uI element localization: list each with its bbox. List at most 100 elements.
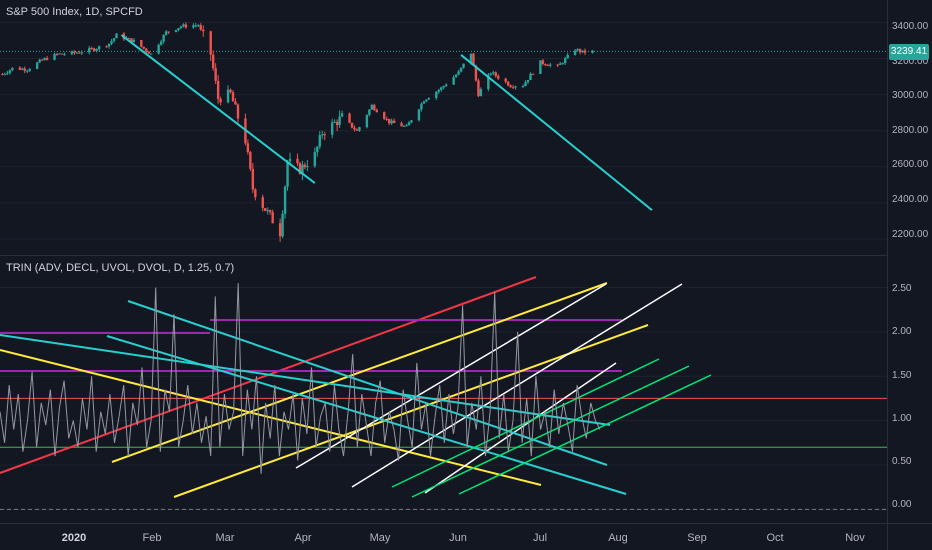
time-axis-border [0,523,932,524]
candle-body [199,25,202,30]
candle-body [127,38,131,40]
candle-body [462,63,465,68]
candle-body [157,44,160,54]
candle-body [529,73,532,81]
candle-body [162,35,165,42]
candle-body [566,54,569,59]
candle-body [92,48,96,51]
candle-body [150,53,153,55]
candle-body [497,75,500,79]
trin-series [0,283,601,474]
candle-body [112,38,116,41]
candle-body [251,168,255,190]
candle-body [159,41,163,45]
candle-body [539,60,542,74]
price-pane-legend[interactable]: S&P 500 Index, 1D, SPCFD [6,6,143,18]
candle-body [422,101,426,104]
candle-body [209,31,212,55]
candle-body [142,46,145,49]
candle-body [58,53,61,55]
candle-body [164,31,168,36]
candle-body [90,48,93,50]
price-candles [1,22,594,242]
candle-body [390,120,393,124]
candle-body [1,74,4,76]
candle-body [504,78,507,82]
candle-body [487,74,490,90]
candle-body [477,80,480,97]
candle-body [368,109,371,115]
candle-body [28,68,31,71]
cyan-falling-line [0,334,611,426]
candle-body [427,98,431,100]
candle-body [55,53,59,55]
candle-body [440,87,443,90]
last-price-label: 3239.41 [889,44,929,60]
candle-body [254,189,257,198]
candle-body [115,33,118,39]
candle-body [8,70,12,73]
candle-body [105,46,108,48]
candle-body [281,213,284,237]
price-trendline [460,54,653,211]
candle-body [286,161,289,187]
candle-body [559,63,562,65]
candle-body [306,166,309,168]
candle-body [350,122,354,128]
trin-drawings[interactable] [0,276,712,498]
trin-tick: 1.00 [892,413,912,424]
candle-body [370,104,374,110]
candle-body [6,72,9,74]
candle-body [400,123,403,127]
time-tick: Sep [687,532,707,544]
pane-divider[interactable] [0,255,887,256]
candle-body [229,89,232,93]
candle-body [365,114,369,128]
candle-body [383,112,386,119]
candle-body [75,52,79,54]
candle-body [301,164,304,174]
candle-body [459,67,463,72]
candle-body [167,31,170,33]
candle-body [38,59,41,63]
candle-body [549,64,552,66]
candle-body [107,43,111,47]
candle-body [479,89,483,97]
candle-body [444,84,448,87]
candle-body [526,80,530,83]
candle-body [591,50,594,53]
candle-body [353,127,356,130]
trin-pane-legend[interactable]: TRIN (ADV, DECL, UVOL, DVOL, D, 1.25, 0.… [6,262,235,274]
candle-body [348,113,351,123]
candle-body [182,24,185,27]
price-trendlines[interactable] [120,34,653,211]
candle-body [469,53,473,64]
trin-tick: 2.00 [892,326,912,337]
candle-body [110,40,113,44]
candle-body [425,99,428,102]
trin-tick: 2.50 [892,283,912,294]
candle-body [132,40,136,43]
cyan-falling-line [127,300,608,466]
candle-body [573,50,577,55]
yellow-channel-line [111,282,608,463]
candle-body [375,109,378,113]
candle-body [219,99,222,103]
time-tick: Nov [845,532,865,544]
candle-body [521,86,525,88]
candle-body [576,49,579,51]
candle-body [524,82,527,87]
candle-body [73,51,76,53]
green-channel-line [391,358,660,488]
candle-body [402,125,406,127]
candle-body [26,70,29,72]
candle-body [358,127,361,131]
candle-body [60,53,64,55]
yellow-falling-line [0,349,542,486]
candle-body [313,152,317,167]
white-channel-line [351,283,683,488]
candle-body [288,158,292,162]
price-tick: 2400.00 [892,194,929,205]
candle-body [472,53,475,66]
